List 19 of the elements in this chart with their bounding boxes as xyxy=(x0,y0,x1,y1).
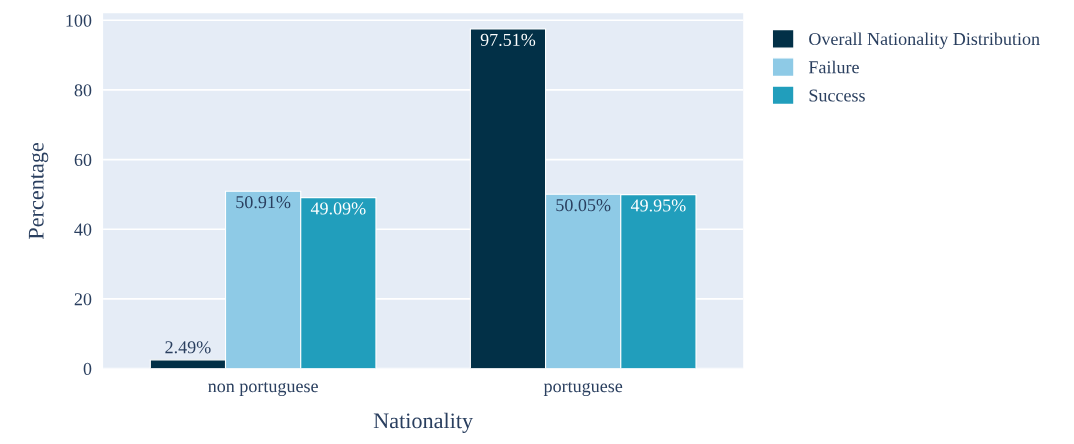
data-label: 2.49% xyxy=(165,341,211,354)
data-label: 50.05% xyxy=(556,199,611,212)
y-tick-label: 80 xyxy=(74,84,92,97)
x-tick-label: non portuguese xyxy=(208,381,318,397)
x-tick-label: portuguese xyxy=(543,381,623,397)
data-label: 50.91% xyxy=(236,196,291,209)
legend-label: Overall Nationality Distribution xyxy=(809,32,1040,49)
x-axis-title: Nationality xyxy=(373,412,474,433)
y-tick-label: 40 xyxy=(74,223,92,236)
y-tick-label: 0 xyxy=(83,362,92,375)
data-label: 49.95% xyxy=(630,199,686,212)
data-label: 49.09% xyxy=(310,202,366,215)
legend-label: Failure xyxy=(808,60,859,74)
y-tick-label: 20 xyxy=(74,293,92,306)
y-tick-label: 60 xyxy=(74,153,92,167)
y-tick-label: 100 xyxy=(66,14,92,27)
data-label: 97.51% xyxy=(480,33,536,46)
y-axis-title: Percentage xyxy=(28,142,49,240)
legend-label: Success xyxy=(809,89,865,102)
